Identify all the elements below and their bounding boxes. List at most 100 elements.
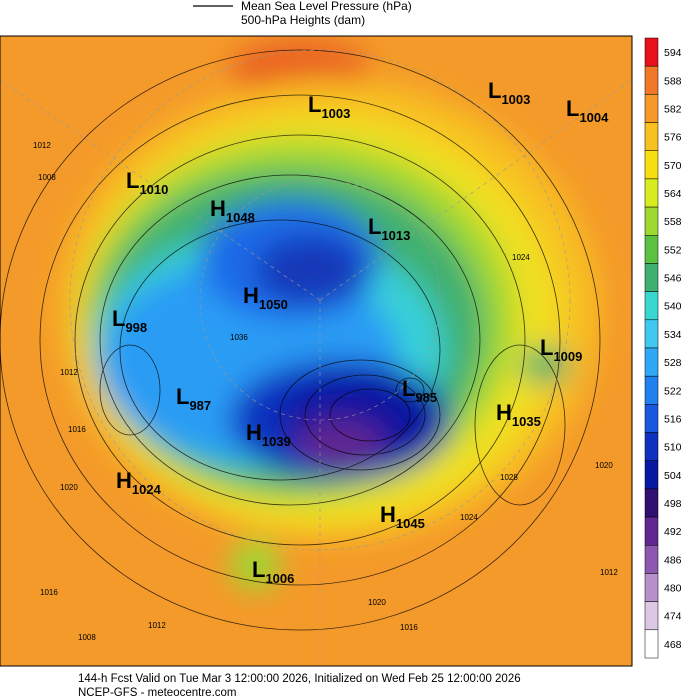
pressure-center: H1050 [243, 283, 288, 312]
colorbar-swatch [644, 460, 659, 490]
center-value: 985 [415, 390, 437, 405]
pressure-center: L998 [112, 306, 147, 335]
colorbar-swatch [644, 235, 659, 264]
contour-label: 1012 [33, 141, 51, 150]
center-value: 998 [125, 320, 147, 335]
contour-label: 1008 [78, 633, 96, 642]
colorbar-swatch [644, 94, 659, 123]
colorbar-label: 486 [664, 554, 681, 566]
pressure-center: L1003 [488, 78, 530, 107]
contour-label: 1016 [400, 623, 418, 632]
colorbar-swatch [644, 404, 659, 433]
center-value: 1035 [512, 414, 541, 429]
colorbar-label: 492 [664, 526, 681, 538]
center-value: 1013 [381, 228, 410, 243]
center-kind: L [402, 376, 415, 401]
colorbar-label: 558 [664, 216, 681, 228]
pressure-center: L1006 [252, 557, 294, 586]
colorbar-swatch [644, 629, 659, 659]
colorbar: 594 588 582 576 570 564 558 552 546 540 534 528 522 5… [644, 37, 681, 659]
contour-labels: 1012 1008 1012 1016 1020 1016 1012 1008 1020 1016… [33, 141, 618, 642]
center-value: 1045 [396, 516, 425, 531]
map-field [0, 36, 632, 666]
contour-label: 1020 [60, 483, 78, 492]
colorbar-swatch [644, 122, 659, 151]
colorbar-label: 534 [664, 329, 681, 341]
pressure-center: L985 [402, 376, 437, 405]
contour-label: 1012 [60, 368, 78, 377]
colorbar-label: 510 [664, 442, 681, 454]
colorbar-swatch [644, 573, 659, 602]
center-kind: H [380, 502, 396, 527]
center-kind: L [368, 214, 381, 239]
header-line1: Mean Sea Level Pressure (hPa) [241, 0, 412, 13]
pressure-center: L1004 [566, 96, 609, 125]
colorbar-swatch [644, 263, 659, 292]
contour-label: 1012 [148, 621, 166, 630]
footer-line2: NCEP-GFS - meteocentre.com [78, 687, 236, 699]
contour-label: 1024 [460, 513, 478, 522]
center-value: 1050 [259, 297, 288, 312]
contour-label: 1020 [595, 461, 613, 470]
colorbar-swatch [644, 375, 659, 405]
center-kind: H [496, 400, 512, 425]
center-value: 1004 [579, 110, 609, 125]
pressure-center: L1003 [308, 92, 350, 121]
center-kind: H [210, 196, 226, 221]
colorbar-label: 552 [664, 244, 681, 256]
center-kind: H [246, 420, 262, 445]
colorbar-swatch [644, 206, 659, 236]
center-value: 1048 [226, 210, 255, 225]
contour-label: 1008 [38, 173, 56, 182]
footer-line1: 144-h Fcst Valid on Tue Mar 3 12:00:00 2… [78, 673, 521, 685]
colorbar-swatch [644, 319, 659, 349]
pressure-center: L987 [176, 384, 211, 413]
center-value: 1003 [501, 92, 530, 107]
center-kind: L [252, 557, 265, 582]
colorbar-swatch [644, 150, 659, 180]
colorbar-label: 594 [664, 47, 681, 59]
pressure-center: L1009 [540, 335, 582, 364]
colorbar-swatch [644, 516, 659, 546]
contour-label: 1024 [512, 253, 530, 262]
colorbar-swatch [644, 545, 659, 574]
center-value: 1003 [321, 106, 350, 121]
center-value: 1010 [139, 182, 168, 197]
colorbar-swatch [644, 65, 659, 95]
contour-label: 1012 [600, 568, 618, 577]
colorbar-swatch [644, 488, 659, 518]
contour-label: 1028 [500, 473, 518, 482]
colorbar-swatch [644, 347, 659, 377]
center-kind: L [308, 92, 321, 117]
center-kind: L [126, 168, 139, 193]
pressure-center: H1048 [210, 196, 255, 225]
center-value: 1006 [265, 571, 294, 586]
colorbar-label: 522 [664, 385, 681, 397]
center-kind: L [566, 96, 579, 121]
pressure-center: H1035 [496, 400, 541, 429]
colorbar-swatch [644, 601, 659, 631]
center-value: 987 [189, 398, 211, 413]
pressure-center: L1010 [126, 168, 168, 197]
center-kind: H [243, 283, 259, 308]
contour-label: 1020 [368, 598, 386, 607]
colorbar-label: 504 [664, 470, 681, 482]
colorbar-label: 564 [664, 188, 681, 200]
contour-label: 1016 [40, 588, 58, 597]
colorbar-swatch [644, 432, 659, 461]
center-value: 1039 [262, 434, 291, 449]
colorbar-label: 480 [664, 583, 681, 595]
header-line2: 500-hPa Heights (dam) [241, 13, 365, 27]
center-value: 1024 [132, 482, 162, 497]
colorbar-swatch [644, 37, 659, 67]
pressure-center: H1039 [246, 420, 291, 449]
pressure-center: L1013 [368, 214, 410, 243]
center-kind: L [176, 384, 189, 409]
colorbar-label: 468 [664, 639, 681, 651]
colorbar-label: 546 [664, 273, 681, 285]
colorbar-swatch [644, 291, 659, 321]
colorbar-label: 516 [664, 413, 681, 425]
colorbar-label: 588 [664, 75, 681, 87]
